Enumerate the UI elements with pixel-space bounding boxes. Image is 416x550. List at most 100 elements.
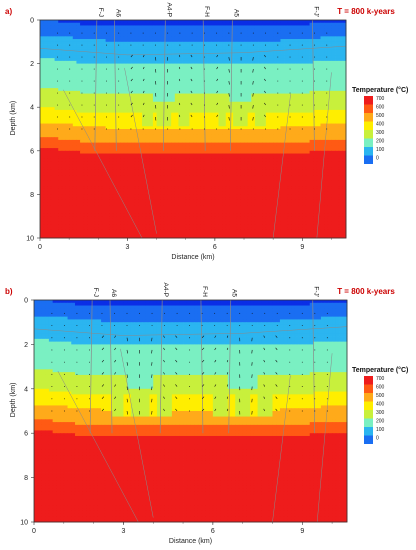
heatmap-cell	[167, 131, 172, 135]
heatmap-cell	[40, 123, 45, 127]
heatmap-cell	[305, 175, 310, 179]
heatmap-cell	[342, 169, 347, 174]
heatmap-cell	[149, 63, 154, 67]
heatmap-cell	[320, 99, 325, 103]
heatmap-cell	[207, 148, 212, 152]
heatmap-cell	[309, 82, 314, 86]
heatmap-cell	[47, 175, 52, 179]
heatmap-cell	[76, 161, 81, 165]
heatmap-cell	[265, 66, 270, 70]
heatmap-cell	[233, 112, 238, 116]
heatmap-cell	[131, 150, 136, 154]
heatmap-cell	[142, 39, 147, 43]
heatmap-cell	[218, 137, 223, 141]
heatmap-cell	[40, 58, 45, 62]
heatmap-cell	[222, 107, 227, 111]
heatmap-cell	[211, 175, 216, 179]
heatmap-cell	[320, 96, 325, 100]
heatmap-cell	[302, 137, 307, 141]
heatmap-cell	[138, 77, 143, 81]
heatmap-cell	[309, 153, 314, 157]
heatmap-cell	[109, 126, 114, 130]
heatmap-cell	[189, 126, 194, 130]
heatmap-cell	[335, 158, 340, 163]
heatmap-cell	[109, 52, 114, 56]
heatmap-cell	[309, 107, 314, 111]
heatmap-cell	[233, 25, 238, 29]
heatmap-cell	[40, 104, 45, 108]
heatmap-cell	[265, 82, 270, 86]
heatmap-cell	[276, 47, 281, 51]
heatmap-cell	[50, 74, 55, 78]
heatmap-cell	[80, 44, 85, 48]
heatmap-cell	[43, 150, 48, 154]
heatmap-cell	[324, 85, 329, 89]
heatmap-cell	[98, 180, 103, 184]
heatmap-cell	[145, 131, 150, 135]
heatmap-cell	[65, 77, 70, 81]
heatmap-cell	[214, 158, 219, 163]
heatmap-cell	[200, 41, 205, 45]
heatmap-cell	[163, 164, 168, 168]
heatmap-cell	[163, 63, 168, 67]
heatmap-cell	[265, 60, 270, 65]
heatmap-cell	[295, 158, 300, 163]
heatmap-cell	[123, 107, 128, 111]
heatmap-cell	[127, 131, 132, 135]
heatmap-cell	[69, 33, 74, 37]
heatmap-cell	[327, 109, 332, 114]
heatmap-cell	[342, 150, 347, 154]
heatmap-cell	[284, 118, 289, 122]
heatmap-cell	[262, 71, 267, 75]
heatmap-cell	[163, 25, 168, 29]
heatmap-cell	[185, 118, 190, 122]
heatmap-cell	[138, 175, 143, 179]
heatmap-cell	[269, 109, 274, 114]
heatmap-cell	[163, 167, 168, 171]
heatmap-cell	[120, 112, 125, 116]
heatmap-cell	[338, 55, 343, 59]
heatmap-cell	[189, 22, 194, 26]
heatmap-cell	[120, 134, 125, 138]
heatmap-cell	[109, 164, 114, 168]
heatmap-cell	[47, 139, 52, 144]
heatmap-cell	[58, 99, 63, 103]
heatmap-cell	[324, 104, 329, 108]
heatmap-cell	[163, 123, 168, 127]
heatmap-cell	[302, 66, 307, 70]
heatmap-cell	[342, 58, 347, 62]
heatmap-cell	[309, 60, 314, 65]
heatmap-cell	[280, 120, 285, 124]
heatmap-cell	[320, 139, 325, 144]
heatmap-cell	[225, 20, 230, 24]
heatmap-cell	[47, 107, 52, 111]
heatmap-cell	[262, 22, 267, 26]
heatmap-cell	[167, 30, 172, 35]
heatmap-cell	[200, 107, 205, 111]
heatmap-cell	[327, 25, 332, 29]
heatmap-cell	[284, 99, 289, 103]
heatmap-cell	[127, 30, 132, 35]
heatmap-cell	[171, 129, 176, 133]
heatmap-cell	[316, 131, 321, 135]
heatmap-cell	[258, 115, 263, 119]
heatmap-cell	[276, 41, 281, 45]
heatmap-cell	[327, 55, 332, 59]
heatmap-cell	[258, 44, 263, 48]
heatmap-cell	[291, 20, 296, 24]
heatmap-cell	[335, 107, 340, 111]
heatmap-cell	[123, 66, 128, 70]
heatmap-cell	[265, 93, 270, 97]
heatmap-cell	[171, 169, 176, 174]
heatmap-cell	[316, 41, 321, 45]
heatmap-cell	[291, 104, 296, 108]
heatmap-cell	[152, 79, 157, 84]
heatmap-cell	[196, 150, 201, 154]
heatmap-cell	[200, 169, 205, 174]
heatmap-cell	[302, 161, 307, 165]
heatmap-cell	[287, 156, 292, 160]
heatmap-cell	[320, 49, 325, 54]
heatmap-cell	[120, 148, 125, 152]
heatmap-cell	[324, 158, 329, 163]
heatmap-cell	[338, 66, 343, 70]
